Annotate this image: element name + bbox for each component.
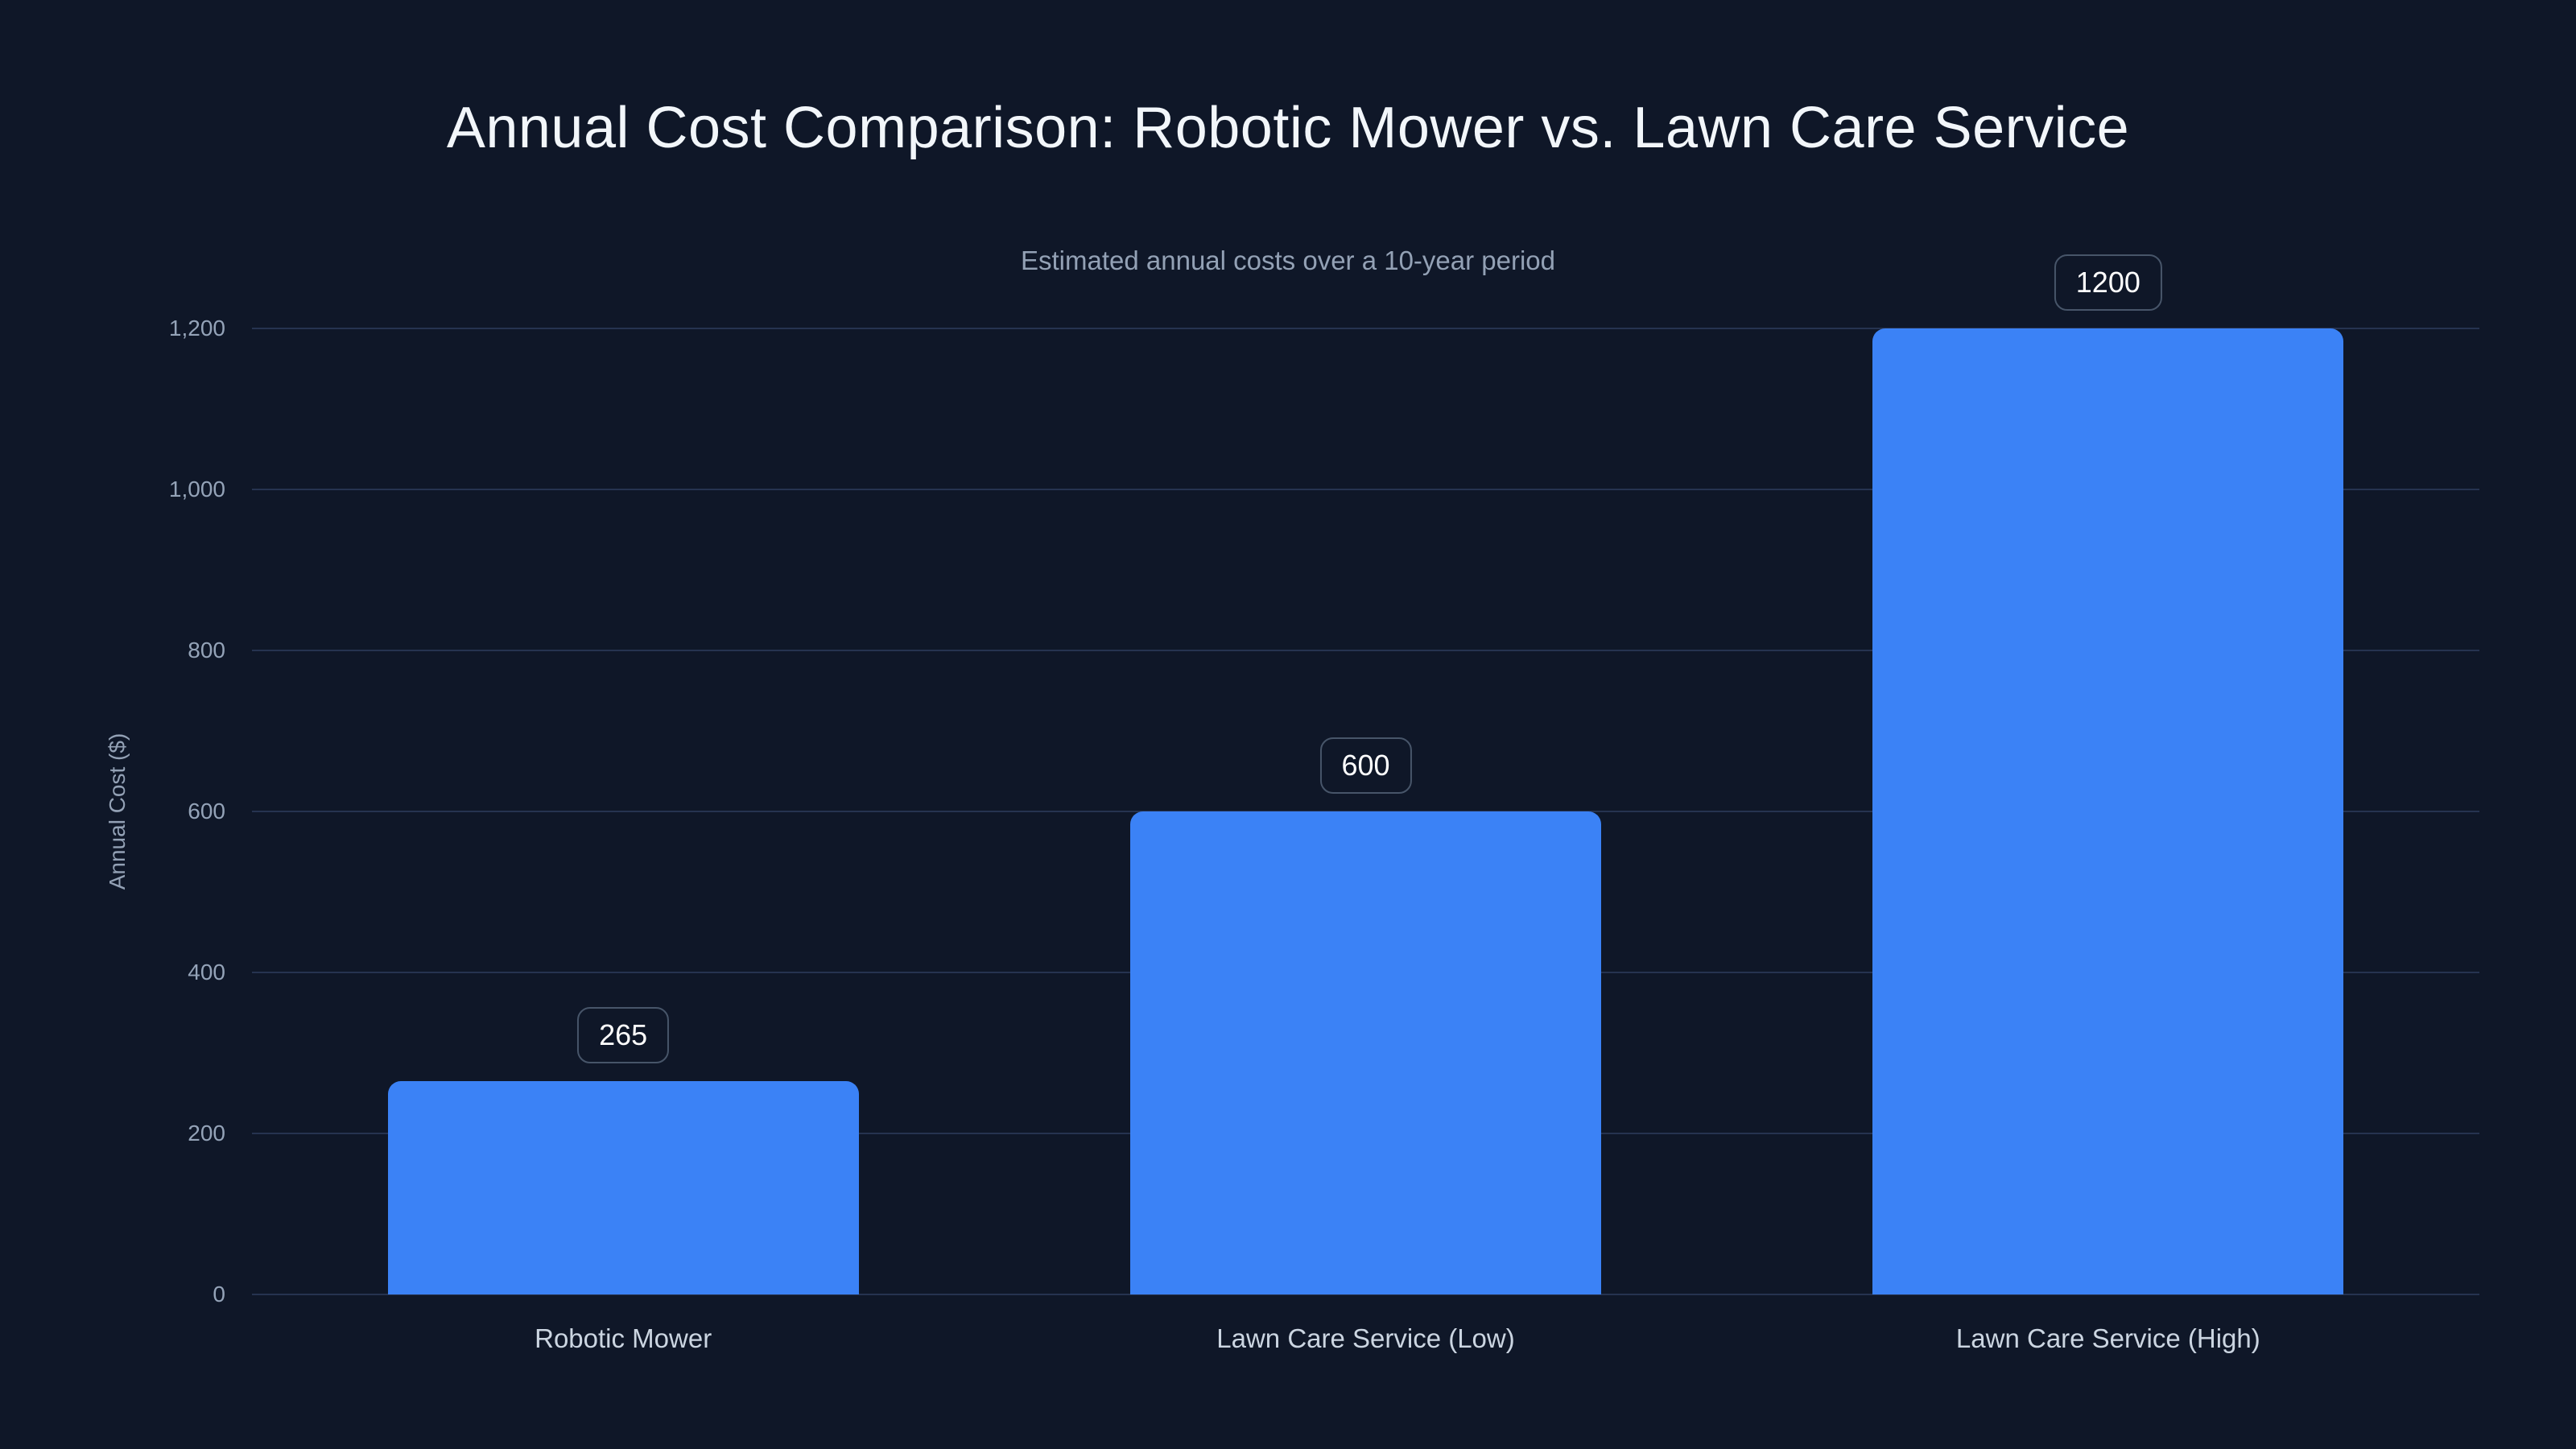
y-tick-label: 1,000 — [168, 477, 225, 502]
y-tick-label: 400 — [188, 960, 225, 985]
x-category-label: Robotic Mower — [535, 1323, 712, 1353]
x-category-label: Lawn Care Service (High) — [1955, 1323, 2260, 1353]
value-label-2: 600 — [1319, 737, 1412, 794]
plot-area: 265 600 1200 — [252, 254, 2479, 1295]
y-tick-label: 1,200 — [168, 316, 225, 341]
x-category-label: Lawn Care Service (Low) — [1216, 1323, 1515, 1353]
bar-2 — [1130, 811, 1601, 1294]
x-axis-labels: Robotic Mower Lawn Care Service (Low) Lawn… — [252, 1325, 2479, 1373]
gridline-y-1000 — [252, 489, 2479, 490]
gridline-y-800 — [252, 650, 2479, 651]
bar-1 — [387, 1081, 859, 1294]
y-tick-label: 800 — [188, 638, 225, 663]
y-tick-label: 0 — [213, 1282, 225, 1307]
value-label-1: 265 — [577, 1007, 670, 1063]
y-tick-label: 200 — [188, 1121, 225, 1146]
value-label-3: 1200 — [2054, 254, 2162, 311]
y-tick-label: 600 — [188, 799, 225, 824]
bar-3 — [1872, 328, 2344, 1294]
gridline-y-0 — [252, 1294, 2479, 1295]
chart-subtitle: Estimated annual costs over a 10-year pe… — [1020, 246, 1556, 275]
chart-title: Annual Cost Comparison: Robotic Mower vs… — [446, 96, 2130, 160]
y-axis-ticks: 0 200 400 600 800 1,000 1,200 — [0, 316, 225, 1307]
gridline-y-1200 — [252, 328, 2479, 329]
